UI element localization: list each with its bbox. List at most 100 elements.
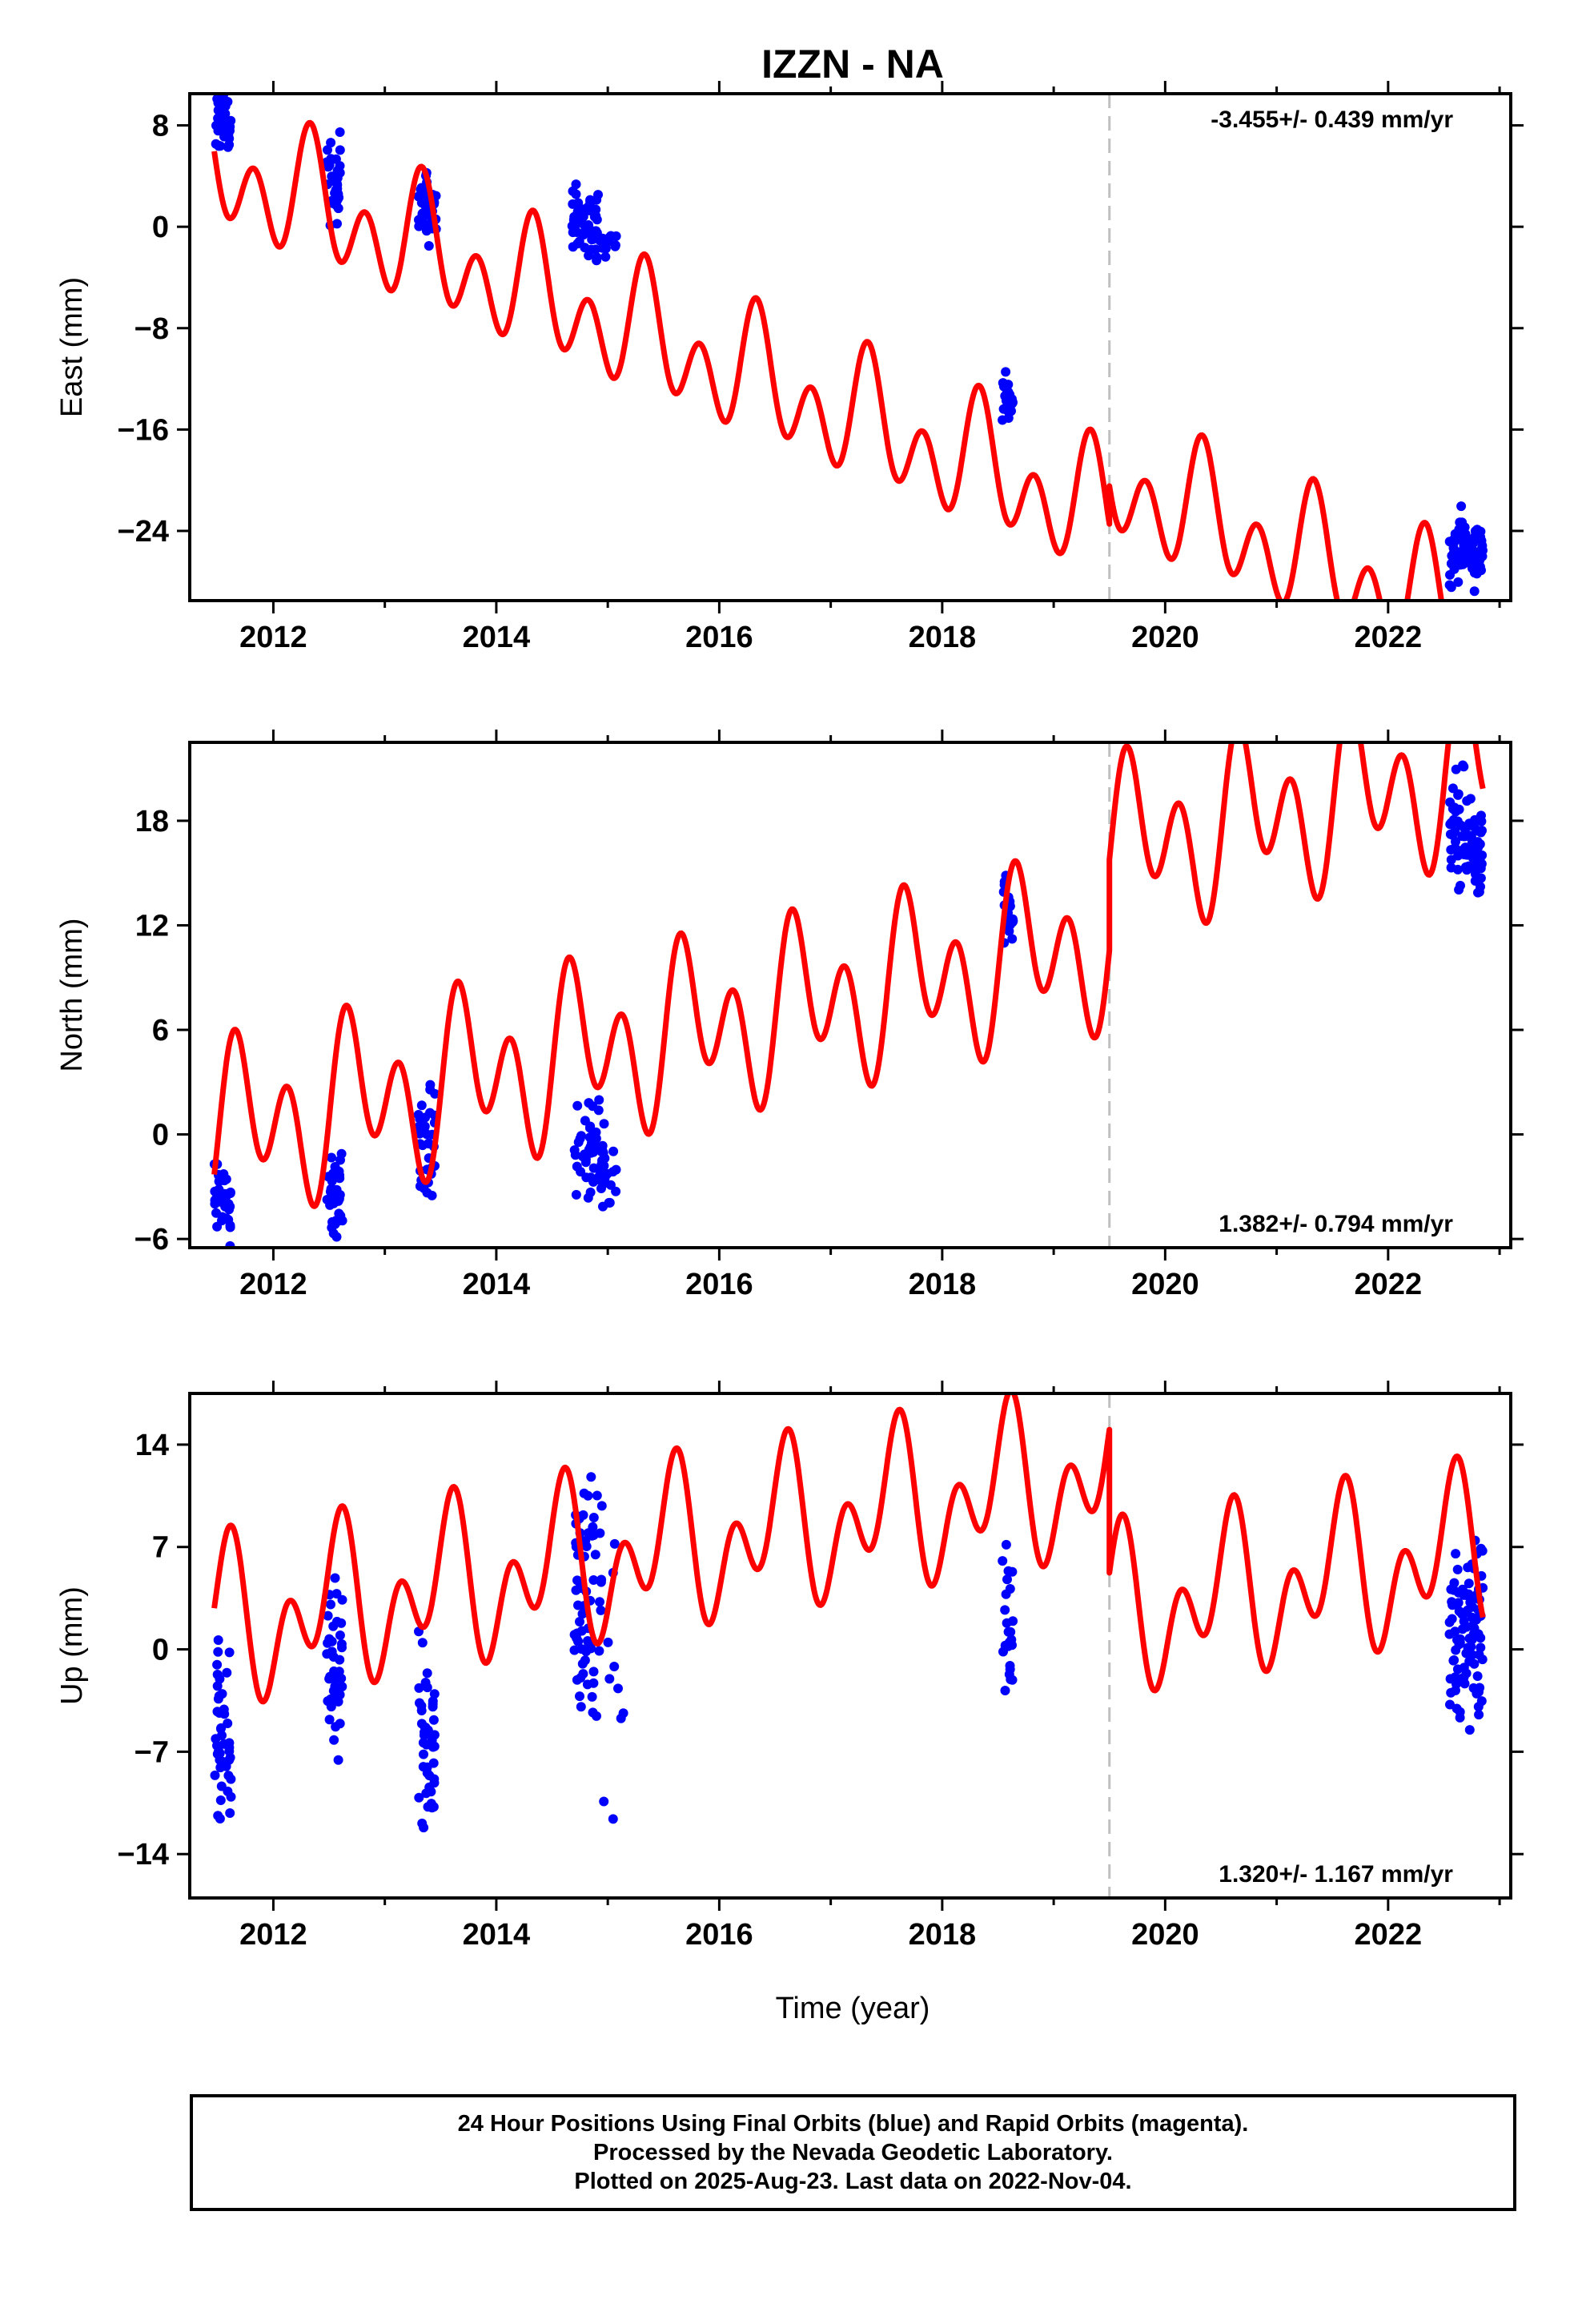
data-point	[1001, 367, 1011, 377]
data-point	[1005, 1661, 1015, 1671]
data-point	[1001, 1539, 1011, 1550]
data-point	[588, 1176, 599, 1187]
data-point	[225, 122, 235, 132]
data-point	[1464, 1589, 1474, 1599]
data-point	[591, 226, 601, 236]
chart-title: IZZN - NA	[761, 42, 944, 86]
data-point	[224, 1647, 235, 1658]
data-point	[1002, 1618, 1012, 1628]
x-tick-label: 2018	[909, 1268, 977, 1301]
data-point	[429, 1689, 440, 1699]
x-tick-label: 2020	[1131, 1268, 1199, 1301]
data-point	[1476, 1642, 1486, 1653]
data-point	[337, 1594, 347, 1605]
data-point	[335, 161, 345, 171]
data-point	[1477, 1546, 1488, 1556]
data-point	[1456, 501, 1467, 512]
data-point	[1452, 1703, 1462, 1714]
data-point	[1452, 1634, 1462, 1645]
data-point	[1472, 850, 1483, 861]
data-point	[592, 1490, 602, 1501]
data-point	[336, 1618, 347, 1628]
data-point	[595, 235, 605, 246]
panel-2: 2012 2014 2016 2018 2020 2022 18 12 6 0 −6 North (m…	[55, 730, 1524, 1301]
data-point	[335, 145, 345, 155]
model-curve	[211, 119, 1444, 601]
data-point	[1002, 1574, 1012, 1585]
data-point	[420, 1678, 431, 1687]
data-point	[611, 1186, 621, 1196]
footer-line-orbits: 24 Hour Positions Using Final Orbits (bl…	[457, 2111, 1249, 2137]
plot-frame	[188, 741, 1512, 1249]
data-point	[576, 1626, 587, 1636]
data-point	[1446, 854, 1456, 865]
data-point	[417, 1638, 428, 1648]
data-point	[609, 1662, 620, 1671]
data-point	[326, 138, 336, 148]
data-point	[586, 1472, 596, 1482]
data-point	[213, 1635, 223, 1645]
data-point	[323, 1610, 333, 1621]
panels-layer: 2012 2014 2016 2018 2020 2022 8 0 −8 −16 −24 East (…	[55, 81, 1524, 1952]
data-point	[223, 1215, 234, 1225]
footer-box: 24 Hour Positions Using Final Orbits (bl…	[190, 2094, 1516, 2211]
data-point	[1445, 569, 1455, 580]
data-point	[584, 251, 594, 261]
data-point	[1000, 1686, 1010, 1695]
data-point	[1451, 1549, 1461, 1559]
data-point	[226, 1791, 236, 1802]
data-point	[428, 1802, 439, 1812]
data-point	[215, 1795, 226, 1805]
rate-annotation: 1.382+/- 0.794 mm/yr	[1219, 1211, 1453, 1237]
data-point	[215, 1196, 226, 1207]
data-point	[1474, 1710, 1484, 1720]
x-tick-label: 2014	[463, 1918, 531, 1952]
data-point	[414, 1792, 424, 1803]
rate-annotation: -3.455+/- 0.439 mm/yr	[1211, 107, 1453, 133]
data-point	[583, 1636, 592, 1646]
data-point	[335, 127, 345, 137]
data-point	[1470, 814, 1480, 825]
data-point	[324, 1715, 335, 1725]
data-point	[417, 1140, 428, 1151]
y-tick-label: 0	[152, 1634, 169, 1667]
data-point	[429, 1774, 440, 1784]
data-point	[223, 1771, 234, 1781]
data-point	[425, 1080, 436, 1090]
data-point	[590, 1550, 600, 1560]
data-point	[225, 1752, 235, 1763]
data-point	[1446, 862, 1456, 873]
data-point	[420, 1122, 430, 1132]
data-point	[222, 1667, 232, 1678]
data-point	[571, 1189, 581, 1200]
data-point	[599, 1119, 609, 1129]
data-point	[430, 1088, 440, 1099]
data-point	[214, 141, 224, 151]
data-point	[1462, 865, 1472, 875]
y-tick-label: 14	[135, 1429, 169, 1462]
data-point	[1447, 1600, 1458, 1610]
y-tick-label: −7	[135, 1735, 169, 1769]
data-point	[1458, 760, 1468, 770]
data-point	[576, 1167, 586, 1177]
data-point	[323, 158, 332, 168]
data-point	[595, 1528, 605, 1538]
data-point	[1448, 539, 1459, 549]
data-point	[427, 1735, 437, 1746]
data-point	[1003, 406, 1014, 416]
data-point	[325, 1671, 335, 1682]
data-point	[419, 1749, 428, 1759]
data-point	[425, 1108, 435, 1118]
data-point	[1474, 563, 1484, 573]
data-point	[572, 239, 583, 249]
data-point	[323, 145, 332, 155]
data-point	[600, 251, 611, 262]
data-point	[416, 1719, 427, 1729]
data-point	[1456, 880, 1465, 891]
data-point	[1475, 526, 1484, 537]
data-point	[328, 1168, 338, 1179]
data-point	[1000, 1640, 1010, 1651]
data-point	[210, 1186, 220, 1196]
data-point	[1460, 824, 1470, 834]
data-point	[584, 220, 593, 230]
